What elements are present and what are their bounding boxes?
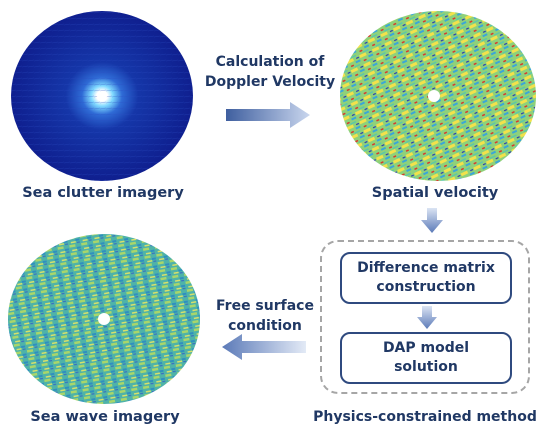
doppler-label-line1: Calculation of [215, 54, 325, 70]
sea-wave-image [8, 234, 200, 404]
sea-wave-caption: Sea wave imagery [30, 409, 180, 425]
free-surface-line2: condition [228, 318, 302, 334]
difference-matrix-step: Difference matrix construction [340, 252, 512, 304]
step2-line1: DAP model [382, 340, 470, 356]
step1-line2: construction [376, 279, 476, 295]
dap-model-step: DAP model solution [340, 332, 512, 384]
physics-method-frame [320, 240, 530, 394]
physics-method-caption: Physics-constrained method [313, 409, 537, 425]
sea-clutter-image [11, 11, 193, 181]
sea-clutter-caption: Sea clutter imagery [22, 185, 184, 201]
step1-line1: Difference matrix [357, 260, 495, 276]
free-surface-arrow [222, 334, 306, 360]
free-surface-line1: Free surface [216, 298, 314, 314]
doppler-arrow-label: Calculation of Doppler Velocity [200, 52, 340, 92]
down-arrow-inner [417, 306, 437, 329]
down-arrow-top [421, 208, 443, 233]
free-surface-arrow-label: Free surface condition [200, 296, 330, 336]
doppler-label-line2: Doppler Velocity [204, 74, 336, 90]
spatial-velocity-caption: Spatial velocity [371, 185, 499, 201]
doppler-arrow [226, 102, 310, 128]
step2-line2: solution [394, 359, 458, 375]
spatial-velocity-image [340, 11, 536, 181]
